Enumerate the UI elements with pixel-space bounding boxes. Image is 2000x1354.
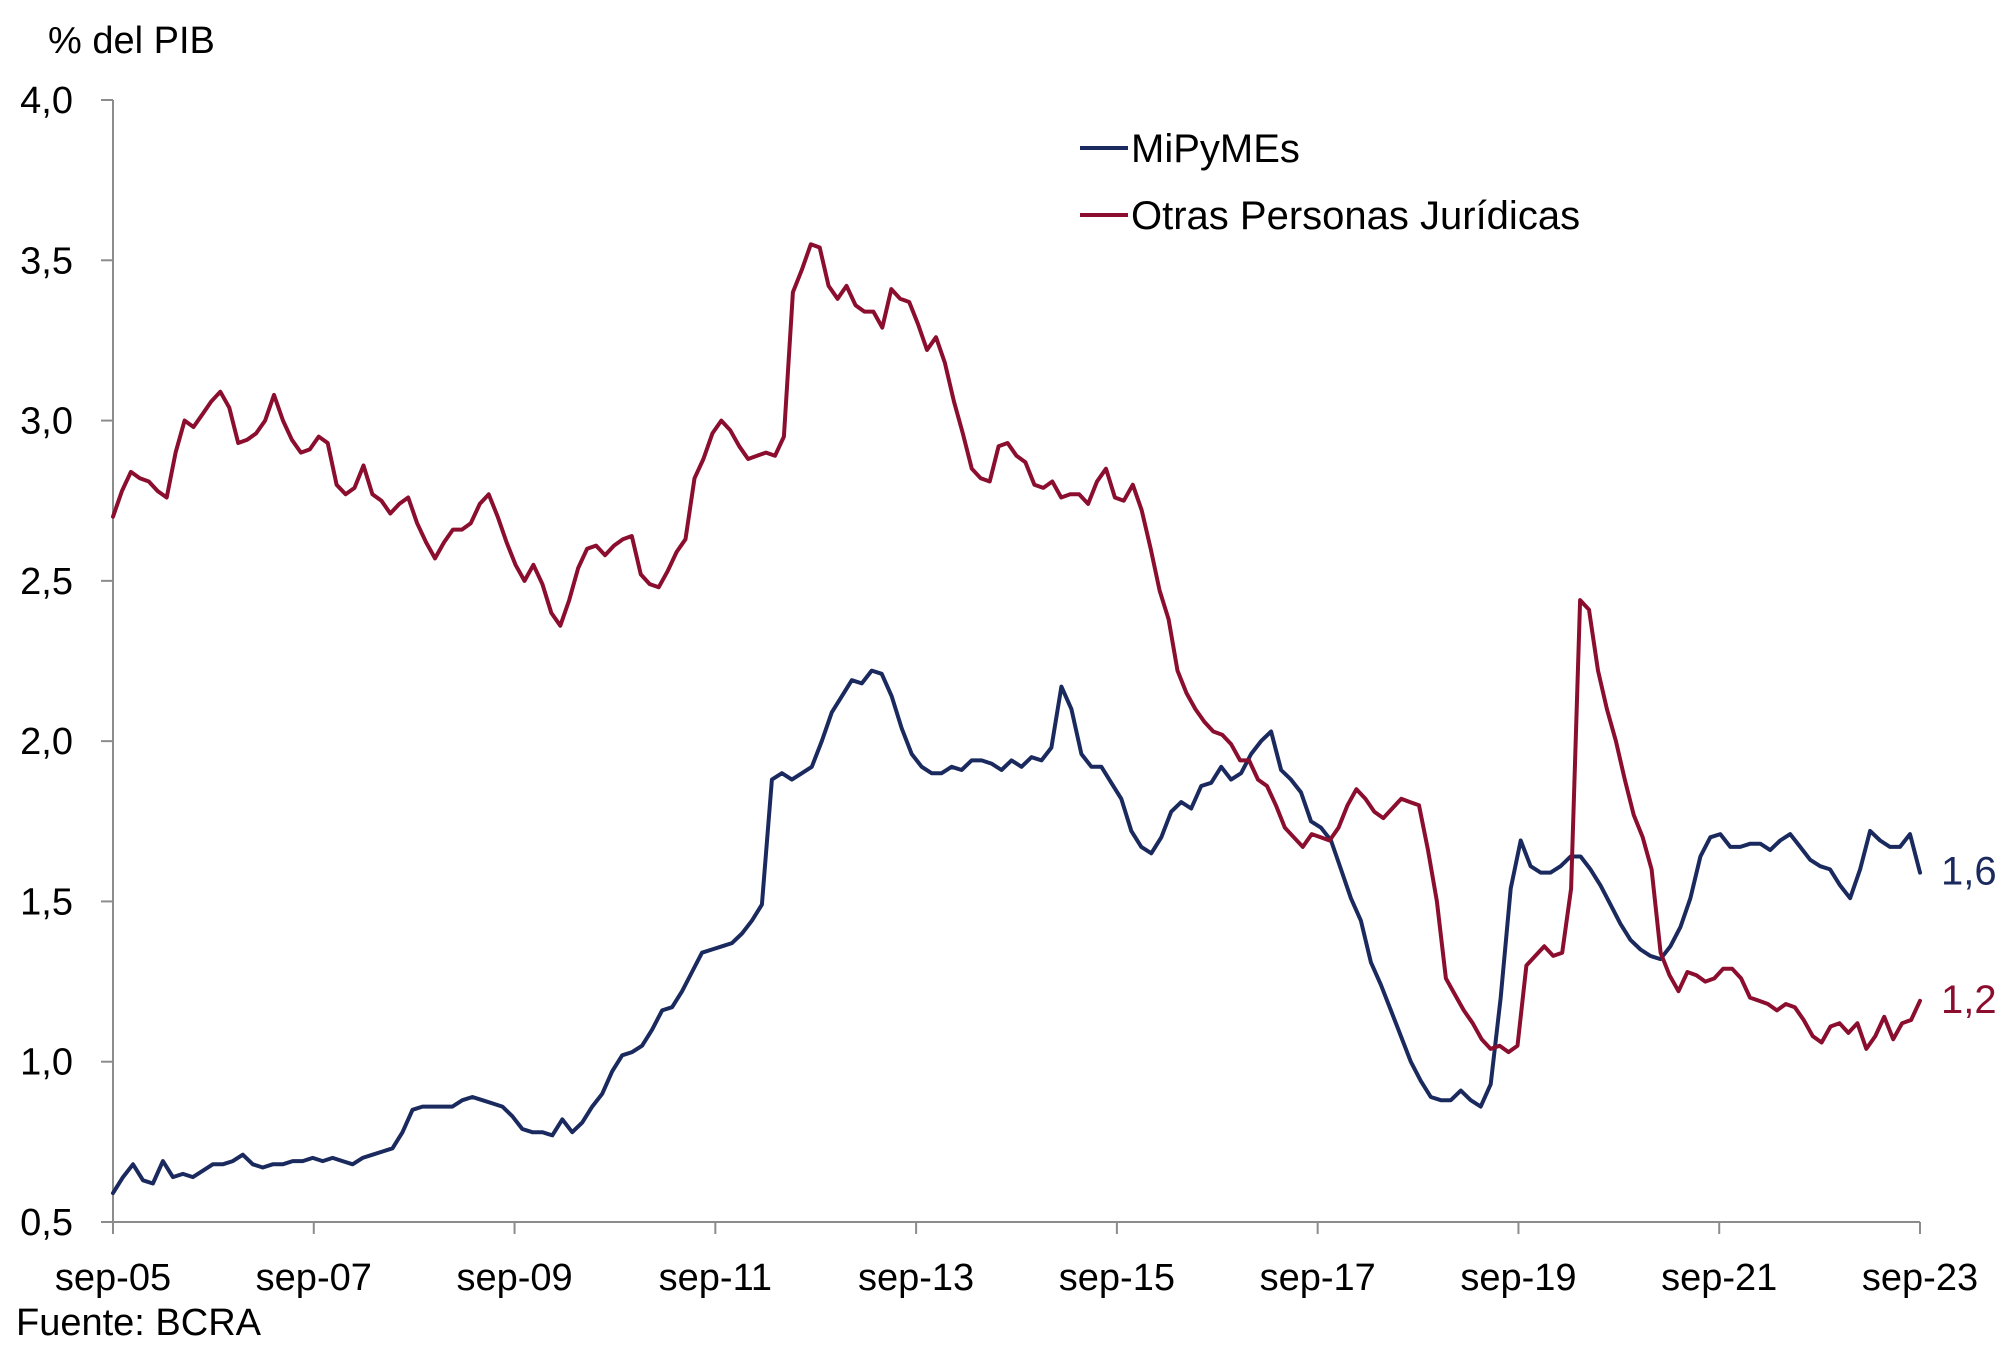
series-line-1 xyxy=(111,242,1922,1055)
end-value-label-0: 1,6 xyxy=(1941,850,1997,894)
x-tick-label: sep-05 xyxy=(55,1257,171,1299)
x-tick-label: sep-15 xyxy=(1059,1257,1175,1299)
source-note: Fuente: BCRA xyxy=(16,1302,262,1344)
x-tick-label: sep-11 xyxy=(659,1257,772,1299)
legend: MiPyMEs Otras Personas Jurídicas xyxy=(1080,127,1580,238)
x-tick-label: sep-09 xyxy=(456,1257,572,1299)
axes xyxy=(112,100,1920,1223)
series-lines xyxy=(111,242,1922,1196)
series-line-0 xyxy=(111,668,1922,1196)
end-value-label-1: 1,2 xyxy=(1941,978,1997,1022)
legend-label-0: MiPyMEs xyxy=(1131,127,1300,171)
y-tick-label: 2,0 xyxy=(20,721,73,763)
y-axis-ticks: 0,5 1,0 1,5 2,0 2,5 3,0 3,5 4,0 xyxy=(20,80,113,1244)
y-axis-unit-label: % del PIB xyxy=(48,20,215,62)
y-tick-label: 0,5 xyxy=(20,1202,73,1244)
x-tick-label: sep-13 xyxy=(858,1257,974,1299)
x-tick-label: sep-19 xyxy=(1460,1257,1576,1299)
x-tick-label: sep-21 xyxy=(1661,1257,1777,1299)
y-tick-label: 1,5 xyxy=(20,881,73,923)
x-axis-ticks: sep-05 sep-07 sep-09 sep-11 sep-13 sep-15 sep-… xyxy=(55,1222,1978,1299)
end-labels: 1,6 1,2 xyxy=(1941,850,1997,1022)
y-tick-label: 3,0 xyxy=(20,401,73,443)
legend-label-1: Otras Personas Jurídicas xyxy=(1131,194,1580,238)
y-tick-label: 1,0 xyxy=(20,1042,73,1084)
y-tick-label: 4,0 xyxy=(20,80,73,122)
y-tick-label: 3,5 xyxy=(20,240,73,282)
y-tick-label: 2,5 xyxy=(20,561,73,603)
x-tick-label: sep-17 xyxy=(1260,1257,1376,1299)
x-tick-label: sep-23 xyxy=(1862,1257,1978,1299)
x-tick-label: sep-07 xyxy=(256,1257,372,1299)
